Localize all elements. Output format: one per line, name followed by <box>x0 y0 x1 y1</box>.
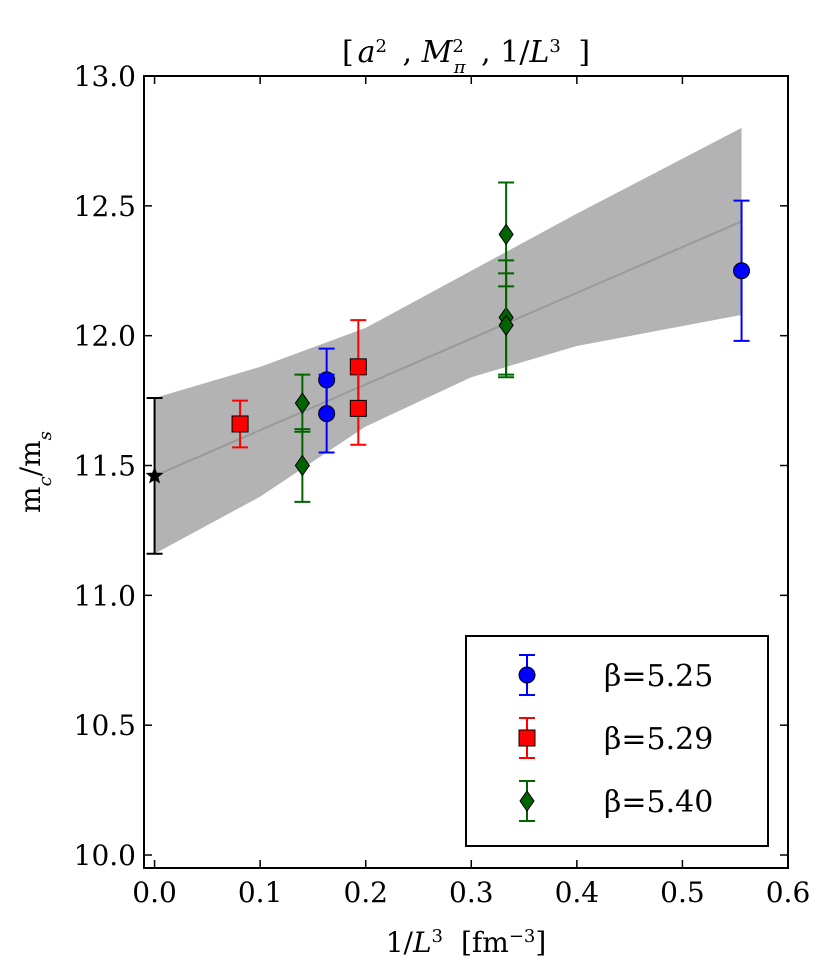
extrapolated-point <box>145 466 164 484</box>
y-tick-label: 13.0 <box>74 60 136 93</box>
x-tick-label: 0.5 <box>660 876 705 909</box>
legend-label: β=5.40 <box>604 785 713 820</box>
legend-marker <box>518 729 536 747</box>
data-point <box>231 415 249 433</box>
fit-error-band <box>154 127 742 554</box>
legend-marker <box>519 790 535 812</box>
x-tick-label: 0.2 <box>343 876 388 909</box>
legend-marker <box>518 666 536 684</box>
data-point <box>498 314 514 337</box>
y-tick-label: 11.0 <box>74 579 136 612</box>
fit-line <box>154 220 742 477</box>
data-point <box>498 223 514 246</box>
data-point <box>318 405 336 423</box>
legend: β=5.25 β=5.29 β=5.40 <box>465 635 769 847</box>
data-point <box>733 262 751 280</box>
x-tick-label: 0.4 <box>555 876 600 909</box>
data-points <box>145 181 751 555</box>
y-tick-label: 12.5 <box>74 190 136 223</box>
y-axis-title: mc/ms <box>14 431 56 513</box>
x-axis-title: 1/L3 [fm−3] <box>386 926 547 960</box>
x-tick-label: 0.1 <box>238 876 283 909</box>
x-tick-label: 0.3 <box>449 876 494 909</box>
plot-frame <box>143 75 789 869</box>
y-tick-label: 10.0 <box>74 839 136 872</box>
legend-label: β=5.25 <box>604 659 713 694</box>
y-tick-label: 12.0 <box>74 320 136 353</box>
legend-entry: β=5.29 <box>518 717 713 759</box>
x-tick-label: 0.0 <box>132 876 177 909</box>
legend-box <box>465 635 769 847</box>
legend-label: β=5.29 <box>604 722 713 757</box>
y-tick-label: 11.5 <box>74 450 136 483</box>
legend-entry: β=5.40 <box>519 780 713 822</box>
legend-entry: β=5.25 <box>518 654 713 696</box>
y-tick-label: 10.5 <box>74 709 136 742</box>
data-point <box>294 392 310 415</box>
chart-title: [a2 , M2 π , 1/L3 ] <box>342 35 590 78</box>
x-tick-label: 0.6 <box>766 876 811 909</box>
data-point <box>294 454 310 477</box>
data-point <box>349 399 367 417</box>
axis-ticks: 0.0 0.1 0.2 0.3 0.4 0.5 0.6 10.0 10.5 11.0 11.5 12.… <box>74 60 811 909</box>
